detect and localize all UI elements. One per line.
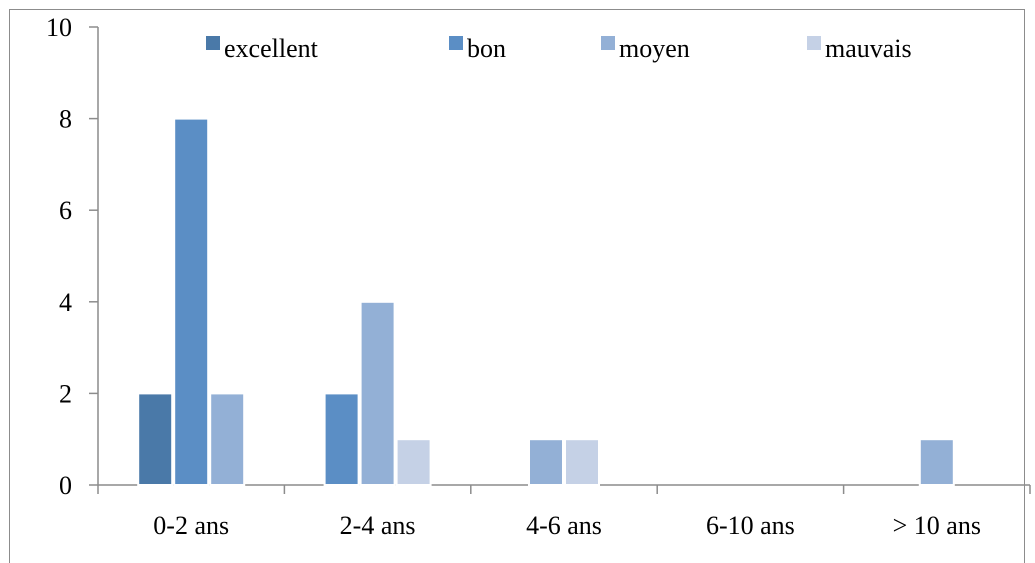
bar-moyen-5 xyxy=(918,438,955,487)
legend-label-bon: bon xyxy=(467,34,506,63)
y-tick-label: 8 xyxy=(59,105,72,134)
x-category-label: 6-10 ans xyxy=(706,511,795,540)
legend-label-excellent: excellent xyxy=(224,34,319,63)
bar-excellent-1 xyxy=(137,392,174,486)
bar-moyen-3 xyxy=(528,438,564,487)
legend-label-moyen: moyen xyxy=(619,34,690,63)
bar-bon-2 xyxy=(323,392,360,486)
x-category-label: 4-6 ans xyxy=(526,511,602,540)
bar-mauvais-2 xyxy=(395,438,432,487)
bar-mauvais-3 xyxy=(564,438,600,487)
bars xyxy=(137,117,955,487)
x-category-label: 2-4 ans xyxy=(340,511,416,540)
y-tick-label: 10 xyxy=(46,13,72,42)
legend-swatch-excellent xyxy=(206,36,220,50)
x-category-label: 0-2 ans xyxy=(153,511,229,540)
bar-bon-1 xyxy=(173,117,210,486)
legend-swatch-bon xyxy=(449,36,463,50)
legend-swatch-moyen xyxy=(601,36,615,50)
y-tick-label: 0 xyxy=(59,471,72,500)
y-tick-label: 6 xyxy=(59,196,72,225)
legend-label-mauvais: mauvais xyxy=(825,34,912,63)
legend-swatch-mauvais xyxy=(807,36,821,50)
bar-moyen-2 xyxy=(359,300,396,486)
bar-moyen-1 xyxy=(209,392,246,486)
x-category-label: > 10 ans xyxy=(893,511,981,540)
legend: excellent bon moyen mauvais xyxy=(206,34,912,63)
y-tick-label: 2 xyxy=(59,379,72,408)
y-tick-label: 4 xyxy=(59,288,72,317)
y-axis-ticks: 0 2 4 6 8 10 xyxy=(46,13,98,500)
x-axis-ticks: 0-2 ans 2-4 ans 4-6 ans 6-10 ans > 10 ans xyxy=(97,485,1031,540)
